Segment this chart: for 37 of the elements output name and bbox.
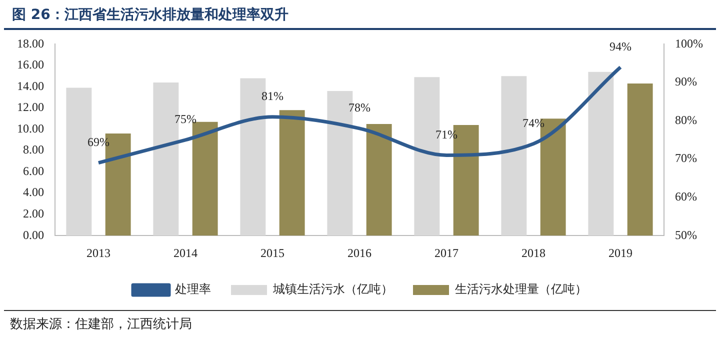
y-tick-label: 4.00 xyxy=(23,185,44,200)
legend-label: 处理率 xyxy=(175,282,211,296)
y2-tick-label: 100% xyxy=(675,36,704,50)
y-tick-label: 6.00 xyxy=(23,164,44,178)
x-tick-label: 2018 xyxy=(522,246,546,260)
y-tick-label: 10.00 xyxy=(17,121,44,136)
source-note: 数据来源：住建部，江西统计局 xyxy=(10,317,192,332)
y-tick-label: 8.00 xyxy=(23,142,44,157)
x-tick-label: 2017 xyxy=(434,246,459,260)
legend-label: 城镇生活污水（亿吨） xyxy=(272,282,393,296)
y-tick-label: 2.00 xyxy=(23,206,44,220)
x-tick-label: 2014 xyxy=(174,246,198,260)
chart-title: 图 26：江西省生活污水排放量和处理率双升 xyxy=(4,0,716,30)
x-tick-label: 2019 xyxy=(608,246,633,260)
data-label: 78% xyxy=(348,100,370,115)
data-label: 81% xyxy=(262,89,284,104)
bar xyxy=(192,122,218,236)
y-tick-label: 14.00 xyxy=(17,78,44,93)
y2-tick-label: 70% xyxy=(675,151,698,166)
y2-tick-label: 80% xyxy=(675,112,698,127)
y-tick-label: 12.00 xyxy=(17,100,44,114)
bar xyxy=(279,110,305,236)
y2-tick-label: 60% xyxy=(675,189,698,204)
y-tick-label: 0.00 xyxy=(23,228,44,242)
data-label: 75% xyxy=(174,112,196,126)
bar xyxy=(366,124,392,236)
y-tick-label: 16.00 xyxy=(17,58,44,72)
y2-tick-label: 50% xyxy=(675,228,698,242)
x-tick-label: 2015 xyxy=(260,246,284,260)
y-tick-label: 18.00 xyxy=(17,36,44,50)
bar xyxy=(588,72,614,236)
bar xyxy=(627,84,653,236)
legend-label: 生活污水处理量（亿吨） xyxy=(455,282,587,296)
x-tick-label: 2013 xyxy=(86,246,110,260)
y2-tick-label: 90% xyxy=(675,74,698,89)
x-tick-label: 2016 xyxy=(348,246,372,260)
data-label: 94% xyxy=(610,39,632,54)
